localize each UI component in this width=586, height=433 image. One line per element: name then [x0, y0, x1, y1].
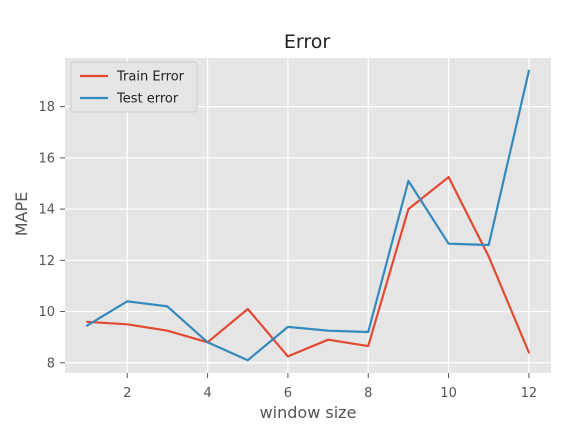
y-tick-label: 18: [38, 100, 55, 115]
chart-title: Error: [284, 31, 331, 53]
y-tick-label: 12: [38, 254, 55, 269]
x-tick-label: 6: [284, 386, 292, 401]
series-lines: [85, 69, 531, 362]
x-tick-label: 12: [521, 386, 538, 401]
x-axis-label: window size: [260, 403, 357, 422]
legend-box: [70, 61, 198, 113]
y-tick-label: 14: [38, 203, 55, 218]
x-tick-label: 4: [203, 386, 211, 401]
legend-label: Train Error: [116, 70, 185, 85]
x-tick-label: 8: [364, 386, 372, 401]
y-tick-label: 8: [47, 356, 55, 371]
x-tick-label: 10: [440, 386, 457, 401]
series-line-test-error: [85, 69, 531, 362]
y-axis-label: MAPE: [12, 192, 31, 237]
y-tick-label: 16: [38, 151, 55, 166]
x-tick-label: 2: [123, 386, 131, 401]
legend: Train Error Test error: [70, 61, 198, 113]
series-line-train-error: [85, 176, 531, 358]
grid: [65, 58, 551, 373]
axis-ticks: 2 4 6 8 10 12 8 10 12 14 16 18: [38, 100, 537, 401]
y-tick-label: 10: [38, 305, 55, 320]
legend-label: Test error: [116, 92, 179, 107]
